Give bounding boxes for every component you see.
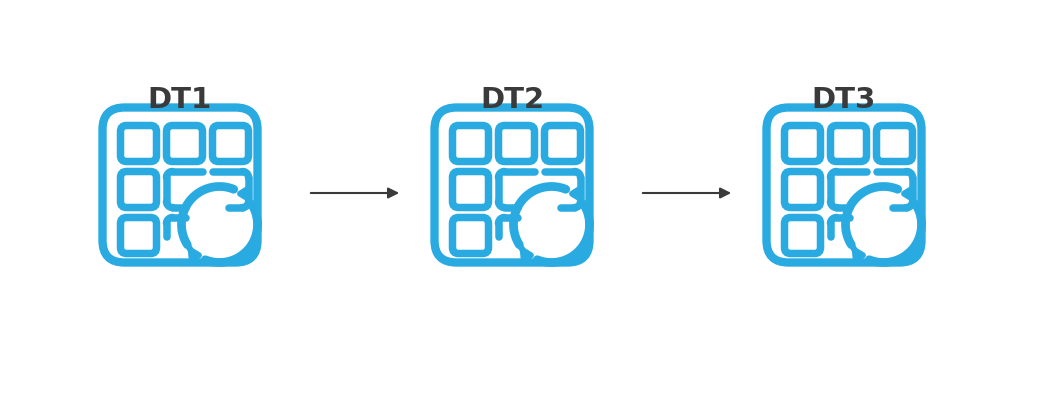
Text: DT2: DT2 (480, 86, 544, 114)
Text: DT3: DT3 (812, 86, 876, 114)
Text: DT1: DT1 (148, 86, 212, 114)
